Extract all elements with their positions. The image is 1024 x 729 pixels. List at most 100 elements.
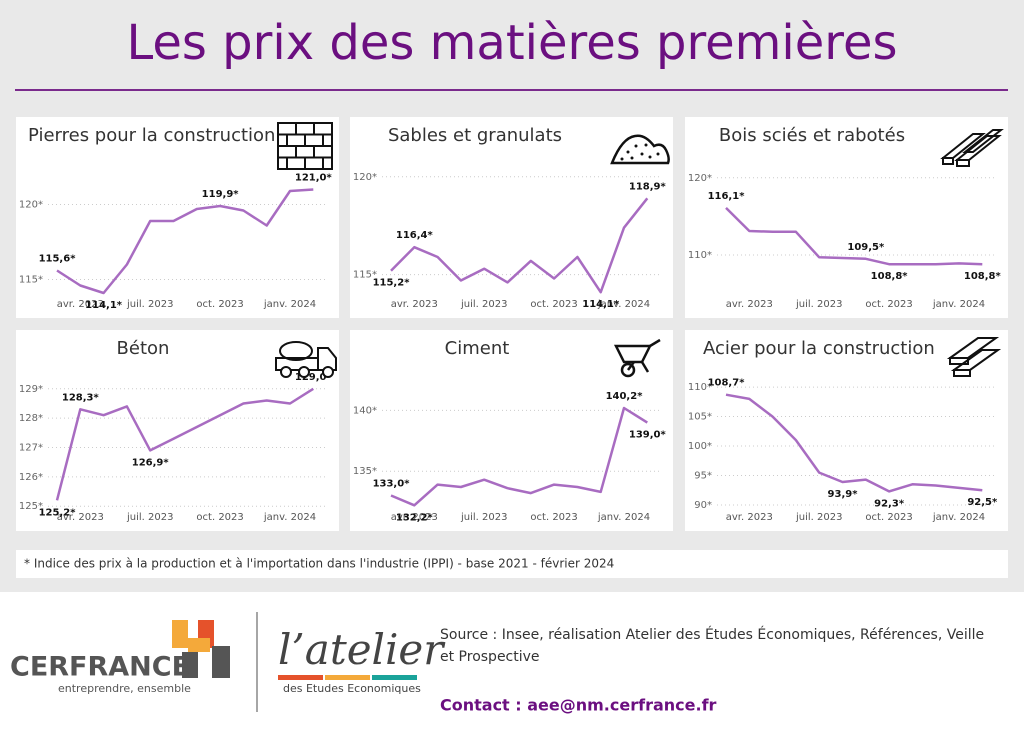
data-label: 92,5* [967,497,998,508]
data-label: 108,7* [708,378,746,389]
logo-block [182,652,198,678]
y-tick-label: 120* [688,173,712,184]
chart-title: Bois sciés et rabotés [719,125,905,146]
data-label: 114,1* [85,300,123,311]
footer [0,592,1024,729]
y-tick-label: 140* [353,405,377,416]
x-tick-label: oct. 2023 [196,512,243,523]
y-tick-label: 110* [688,250,712,261]
line-series [55,387,314,501]
data-label: 119,9* [202,189,240,200]
y-tick-label: 120* [19,200,43,211]
line-series [390,406,648,507]
x-tick-label: juil. 2023 [795,512,842,523]
x-tick-label: juil. 2023 [795,299,842,310]
line-series [56,188,314,295]
source: Source : Insee, réalisation Atelier des … [440,627,985,665]
chart-panel [16,330,339,531]
x-tick-label: avr. 2023 [726,299,773,310]
data-label: 108,8* [871,271,909,282]
y-tick-label: 95* [694,471,712,482]
x-tick-label: avr. 2023 [726,512,773,523]
chart-panel [685,330,1008,531]
line-series [725,207,983,266]
y-tick-label: 90* [694,500,712,511]
y-tick-label: 115* [19,275,43,286]
contact: Contact : aee@nm.cerfrance.fr [440,696,717,715]
line-series [390,197,649,294]
x-tick-label: janv. 2024 [932,299,985,310]
icon-truck [275,341,337,378]
y-tick-label: 125* [19,501,43,512]
data-label: 115,6* [39,254,77,265]
footnote: * Indice des prix à la production et à l… [24,557,614,571]
data-label: 114,1* [582,299,620,310]
x-tick-label: avr. 2023 [57,512,104,523]
x-tick-label: avr. 2023 [57,299,104,310]
cerfrance-name: CERFRANCE [10,652,190,683]
data-label: 125,2* [39,507,77,518]
atelier-name: l’atelier [278,625,446,674]
x-tick-label: juil. 2023 [460,299,507,310]
logo-block [212,646,230,678]
chart-title: Acier pour la construction [703,338,935,359]
x-tick-label: janv. 2024 [263,299,316,310]
chart-title: Ciment [445,338,510,359]
footnote-box [16,550,1008,578]
line-series [725,393,983,493]
chart-panel [685,117,1008,318]
y-tick-label: 126* [19,472,43,483]
y-tick-label: 135* [353,466,377,477]
x-tick-label: janv. 2024 [597,299,650,310]
x-tick-label: avr. 2023 [391,512,438,523]
main-title: Les prix des matières premières [126,15,897,71]
chart-title: Béton [117,338,170,359]
icon-beams [946,337,1002,377]
icon-wheelbarrow [613,338,661,378]
y-tick-label: 100* [688,441,712,452]
atelier-bar [278,675,323,680]
x-tick-label: juil. 2023 [126,512,173,523]
data-label: 126,9* [132,457,170,468]
data-label: 132,2* [396,512,434,523]
data-label: 115,2* [373,278,411,289]
data-label: 139,0* [629,430,667,441]
chart-panel [350,330,673,531]
x-tick-label: juil. 2023 [126,299,173,310]
data-label: 140,2* [606,391,644,402]
icon-planks [940,129,1004,167]
y-tick-label: 110* [688,382,712,393]
x-tick-label: oct. 2023 [865,299,912,310]
data-label: 109,5* [847,242,885,253]
x-tick-label: janv. 2024 [932,512,985,523]
y-tick-label: 127* [19,443,43,454]
data-label: 128,3* [62,392,100,403]
data-label: 92,3* [874,498,905,509]
cerfrance-logo [172,620,230,678]
atelier-bar [325,675,370,680]
x-tick-label: oct. 2023 [530,512,577,523]
x-tick-label: janv. 2024 [263,512,316,523]
y-tick-label: 128* [19,413,43,424]
y-tick-label: 105* [688,412,712,423]
x-tick-label: juil. 2023 [460,512,507,523]
data-label: 108,8* [964,271,1002,282]
x-tick-label: oct. 2023 [865,512,912,523]
x-tick-label: oct. 2023 [530,299,577,310]
chart-title: Sables et granulats [388,125,562,146]
x-tick-label: janv. 2024 [597,512,650,523]
data-label: 133,0* [373,479,411,490]
cerfrance-tagline: entreprendre, ensemble [58,682,191,695]
x-tick-label: avr. 2023 [391,299,438,310]
data-label: 129,0* [295,372,333,383]
y-tick-label: 129* [19,384,43,395]
data-label: 116,4* [396,230,434,241]
x-tick-label: oct. 2023 [196,299,243,310]
y-tick-label: 115* [353,270,377,281]
data-label: 93,9* [828,489,859,500]
y-tick-label: 120* [353,172,377,183]
data-label: 116,1* [708,191,746,202]
data-label: 118,9* [629,181,667,192]
